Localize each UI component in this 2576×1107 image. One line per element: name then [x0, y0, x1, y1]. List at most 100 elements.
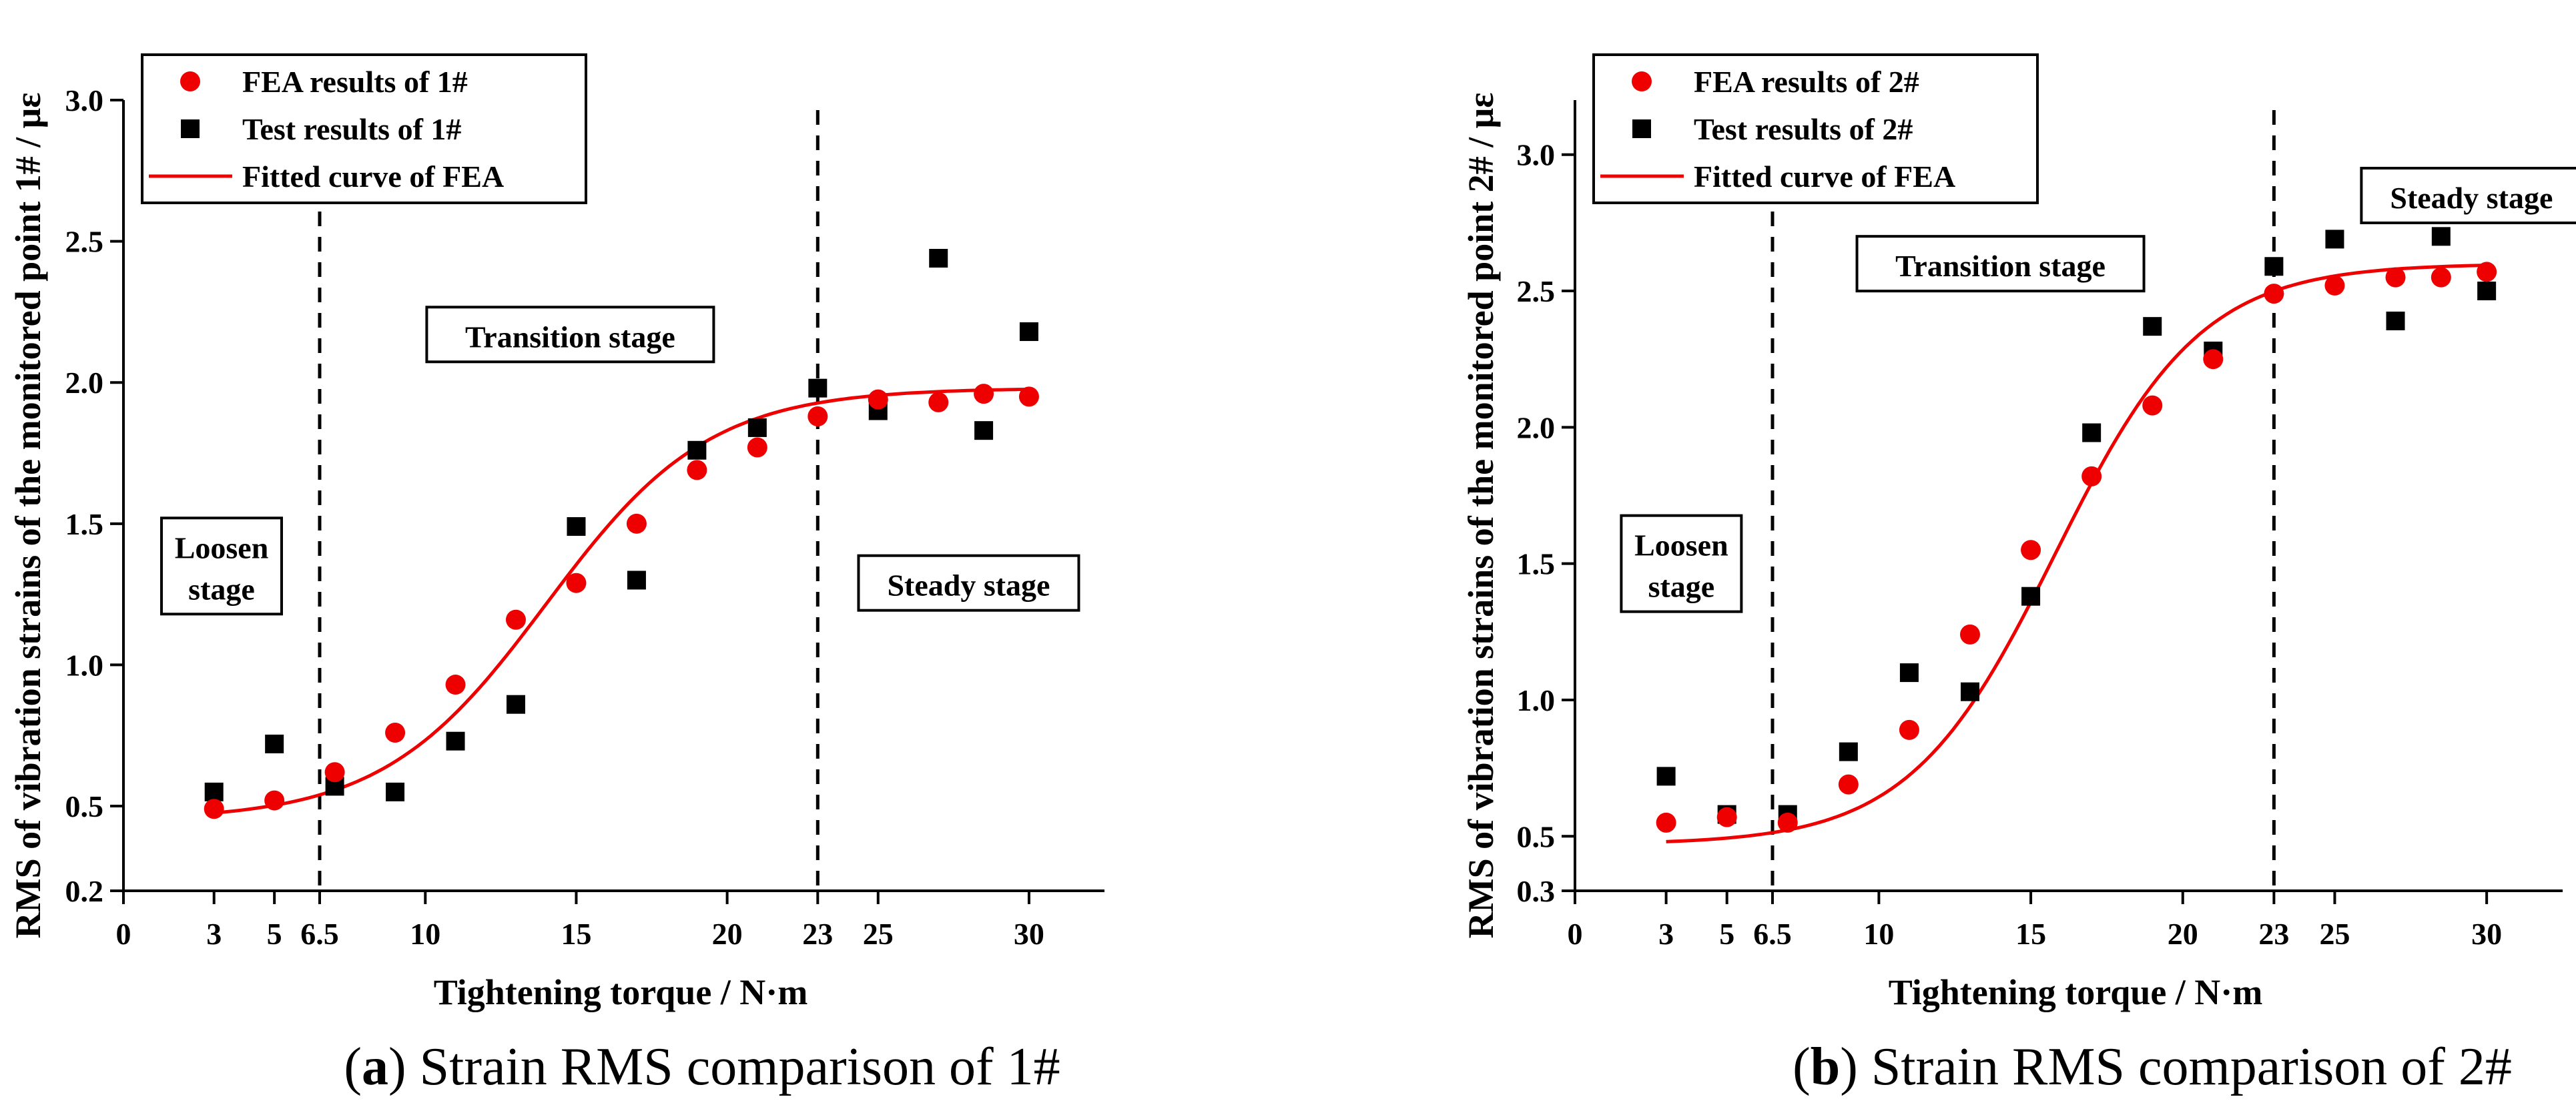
- panel-label: a: [362, 1038, 388, 1096]
- test-result-point: [265, 734, 284, 753]
- y-axis-title: RMS of vibration strains of the monitore…: [8, 93, 48, 939]
- caption-text: Strain RMS comparison of 1#: [420, 1038, 1060, 1096]
- x-tick-label: 10: [410, 917, 440, 951]
- test-result-point: [687, 440, 707, 460]
- test-result-point: [747, 418, 767, 437]
- test-result-point: [2325, 230, 2344, 249]
- chart-panel-b: 0 3 5 6.5 10 15 20 23 25 30 0.3 0.5 1.0 1.5 2.0 2.5 3.0 T…: [1461, 53, 2576, 1096]
- x-tick-label: 0: [116, 917, 131, 951]
- fea-result-point: [324, 762, 345, 783]
- legend-label: FEA results of 2#: [1694, 65, 1919, 99]
- y-tick-label: 1.0: [1517, 683, 1556, 717]
- fea-result-point: [264, 790, 285, 811]
- x-tick-label: 15: [2015, 917, 2046, 951]
- fea-result-point: [506, 609, 526, 630]
- panel-label: b: [1811, 1038, 1841, 1096]
- legend-label: Test results of 1#: [242, 112, 461, 146]
- test-result-point: [1019, 322, 1038, 342]
- fea-result-point: [2385, 267, 2406, 288]
- legend-label: FEA results of 1#: [242, 65, 468, 99]
- y-tick-label: 0.2: [65, 874, 104, 908]
- stage-label-box: [1855, 235, 2146, 293]
- fea-result-point: [868, 389, 888, 410]
- fea-result-point: [808, 406, 828, 426]
- fea-result-point: [1656, 812, 1676, 833]
- x-tick-label: 30: [1014, 917, 1044, 951]
- y-tick-label: 2.5: [1517, 274, 1556, 308]
- x-tick-label: 10: [1863, 917, 1894, 951]
- test-result-point: [2082, 423, 2102, 442]
- stage-label: Transition stage: [1895, 249, 2106, 283]
- fea-result-point: [445, 675, 466, 695]
- y-tick-label: 2.5: [65, 225, 104, 259]
- legend-label: Fitted curve of FEA: [1694, 159, 1955, 194]
- y-tick-label: 2.0: [1517, 410, 1556, 444]
- x-tick-label: 5: [267, 917, 282, 951]
- x-tick-label: 23: [802, 917, 833, 951]
- test-result-point: [1839, 742, 1858, 761]
- y-tick-label: 1.5: [1517, 547, 1556, 581]
- fea-result-point: [687, 460, 707, 480]
- x-tick-label: 30: [2471, 917, 2502, 951]
- fea-result-point: [1777, 812, 1798, 833]
- test-result-point: [2143, 317, 2162, 336]
- caption-text: Strain RMS comparison of 2#: [1871, 1038, 2512, 1096]
- fea-result-point: [974, 384, 994, 404]
- fea-result-point: [2431, 267, 2451, 288]
- fea-result-point: [1018, 386, 1039, 407]
- stage-label: stage: [1648, 570, 1715, 604]
- fea-result-point: [1838, 774, 1859, 795]
- test-result-point: [2477, 282, 2497, 301]
- stage-label-box: [1620, 514, 1743, 613]
- fea-result-point: [2477, 262, 2497, 282]
- stage-label: Transition stage: [465, 320, 675, 354]
- legend-label: Fitted curve of FEA: [242, 159, 504, 194]
- stage-label: Loosen: [175, 530, 269, 565]
- y-tick-label: 0.3: [1517, 874, 1556, 908]
- test-result-point: [507, 695, 525, 714]
- test-result-point: [204, 782, 224, 801]
- fea-result-point: [747, 437, 767, 458]
- fea-result-point: [928, 392, 949, 412]
- test-result-point: [567, 517, 586, 536]
- legend-test-marker: [1632, 119, 1651, 138]
- stage-label-box: [425, 306, 715, 364]
- stage-label-box: [857, 554, 1080, 612]
- fea-result-point: [1899, 719, 1919, 740]
- y-tick-label: 1.0: [65, 648, 104, 682]
- test-result-point: [2431, 227, 2451, 246]
- y-tick-label: 2.0: [65, 366, 104, 400]
- test-result-point: [808, 378, 828, 398]
- fea-result-point: [566, 573, 587, 593]
- x-tick-label: 6.5: [1753, 917, 1792, 951]
- stage-label-box: [160, 516, 283, 616]
- test-result-point: [1656, 767, 1676, 786]
- fea-result-point: [1960, 624, 1980, 645]
- test-result-point: [929, 249, 948, 268]
- x-axis-title: Tightening torque / N·m: [434, 972, 808, 1012]
- y-tick-label: 0.5: [65, 789, 104, 823]
- y-axis-title: RMS of vibration strains of the monitore…: [1461, 93, 1501, 939]
- x-tick-label: 25: [863, 917, 894, 951]
- y-tick-label: 0.5: [1517, 819, 1556, 853]
- test-result-point: [2386, 311, 2405, 330]
- fea-result-point: [1716, 807, 1737, 827]
- legend-fea-marker: [1632, 71, 1652, 91]
- fea-result-point: [2264, 284, 2284, 304]
- fea-result-point: [2142, 395, 2163, 416]
- x-tick-label: 0: [1568, 917, 1583, 951]
- fea-result-point: [626, 513, 647, 534]
- test-result-point: [627, 571, 646, 590]
- y-tick-label: 3.0: [1517, 138, 1556, 172]
- legend-test-marker: [181, 119, 200, 138]
- stage-label: stage: [188, 572, 255, 606]
- figure-caption: (b) Strain RMS comparison of 2#: [1793, 1038, 2512, 1096]
- fitted-curve: [214, 387, 1029, 815]
- stage-label-box: [2360, 167, 2576, 225]
- test-result-point: [2264, 257, 2284, 276]
- x-tick-label: 25: [2319, 917, 2350, 951]
- y-tick-label: 1.5: [65, 507, 104, 541]
- figure-caption: (a) Strain RMS comparison of 1#: [344, 1038, 1060, 1096]
- x-tick-label: 20: [712, 917, 743, 951]
